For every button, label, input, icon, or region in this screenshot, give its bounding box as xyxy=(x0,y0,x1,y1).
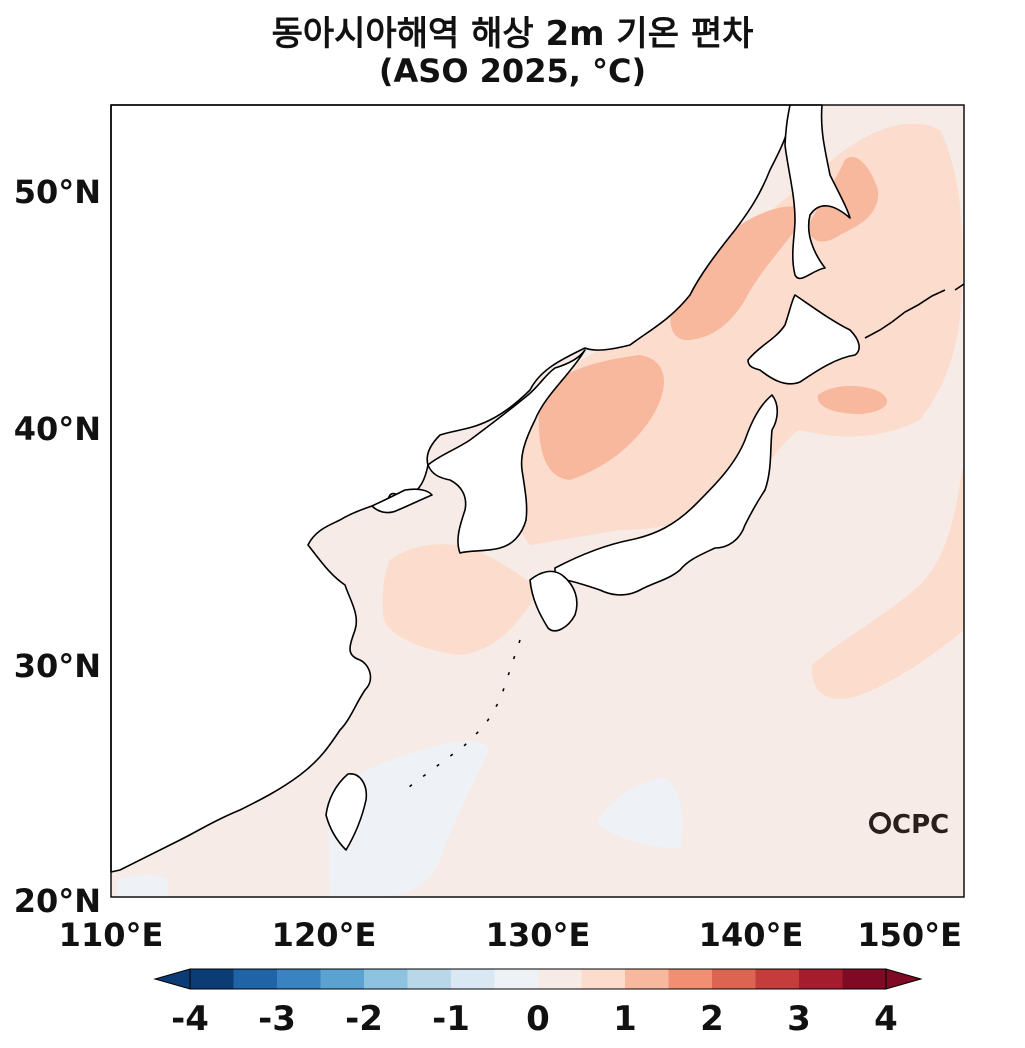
lon-tick-label: 140°E xyxy=(699,916,804,954)
colorbar-tick-label: 4 xyxy=(874,999,898,1039)
cool-patch-south-china xyxy=(118,875,168,897)
cpc-logo: CPC xyxy=(869,810,949,840)
colorbar-tick-label: -2 xyxy=(345,999,383,1039)
colorbar-extend-max xyxy=(885,968,923,990)
warm-patch-east-pacific xyxy=(811,470,964,699)
colorbar-segment xyxy=(755,969,800,989)
map-title: 동아시아해역 해상 2m 기온 편차 xyxy=(271,14,754,54)
land-kuril-arc xyxy=(864,283,965,339)
colorbar-segment xyxy=(407,969,452,989)
colorbar-segment xyxy=(277,969,321,989)
colorbar-segment xyxy=(233,969,278,989)
colorbar-segment xyxy=(494,969,539,989)
lat-tick-label: 50°N xyxy=(14,173,101,211)
land-korean-peninsula xyxy=(427,349,586,554)
land-ryukyu-arc xyxy=(404,639,521,791)
colorbar-segment xyxy=(190,969,234,989)
colorbar-tick-label: 2 xyxy=(700,999,724,1039)
land-shandong xyxy=(371,488,433,514)
lon-axis: 110°E 120°E 130°E 140°E 150°E xyxy=(59,916,962,954)
map-subtitle: (ASO 2025, °C) xyxy=(378,52,647,90)
colorbar-segment xyxy=(538,969,582,989)
warm2-patch-primorye xyxy=(670,206,810,340)
warm-patch-korea-strait xyxy=(382,544,540,655)
logo-text: CPC xyxy=(892,810,949,840)
colorbar-segment xyxy=(625,969,669,989)
colorbar-tick-label: 1 xyxy=(613,999,637,1039)
map-frame xyxy=(110,104,965,898)
lat-axis: 50°N 40°N 30°N 20°N xyxy=(14,173,101,920)
warm2-patch-east-sea xyxy=(538,355,664,480)
colorbar-segment xyxy=(799,969,843,989)
logo-ring-icon xyxy=(869,812,891,834)
lon-tick-label: 130°E xyxy=(486,916,591,954)
colorbar-frame xyxy=(189,968,887,990)
lat-tick-label: 30°N xyxy=(14,647,101,685)
colorbar: -4 -3 -2 -1 0 1 2 3 4 xyxy=(153,968,923,1039)
colorbar-segment xyxy=(712,969,756,989)
lat-tick-label: 20°N xyxy=(14,882,101,920)
lon-tick-label: 110°E xyxy=(59,916,164,954)
colorbar-segment xyxy=(451,969,495,989)
colorbar-tick-label: 3 xyxy=(787,999,811,1039)
map-area xyxy=(110,104,965,898)
colorbar-segment xyxy=(668,969,713,989)
colorbar-tick-label: 0 xyxy=(526,999,550,1039)
colorbar-tick-label: -1 xyxy=(432,999,470,1039)
land-honshu xyxy=(554,394,779,596)
colorbar-extend-min xyxy=(153,968,191,990)
lon-tick-label: 150°E xyxy=(857,916,962,954)
land-sakhalin xyxy=(784,104,851,280)
warm2-patch-sakhalin xyxy=(808,156,879,242)
colorbar-segment xyxy=(581,969,626,989)
colorbar-tick-label: -4 xyxy=(171,999,209,1039)
cool-patch-south-pacific xyxy=(598,778,683,848)
land-taiwan xyxy=(325,773,368,851)
warm2-patch-hokkaido-east xyxy=(817,385,888,414)
colorbar-segment xyxy=(364,969,408,989)
colorbar-segment xyxy=(842,969,887,989)
land-kyushu xyxy=(529,570,578,632)
lat-tick-label: 40°N xyxy=(14,410,101,448)
land-hokkaido xyxy=(747,294,860,385)
cool-patch-taiwan xyxy=(328,740,489,897)
lon-tick-label: 120°E xyxy=(272,916,377,954)
colorbar-tick-label: -3 xyxy=(258,999,296,1039)
colorbar-segment xyxy=(320,969,365,989)
